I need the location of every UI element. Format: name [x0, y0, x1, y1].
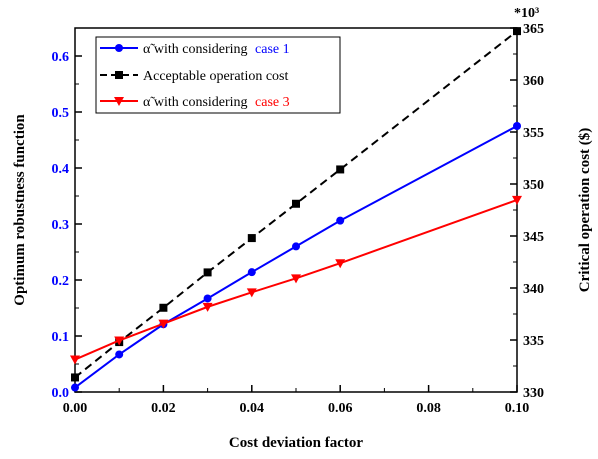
y-right-tick-label: 335	[523, 334, 544, 349]
series-2-point-0	[70, 355, 80, 365]
y-right-axis-title: Critical operation cost ($)	[577, 128, 593, 293]
series-0-point-0	[71, 383, 79, 392]
series-0-point-1	[115, 350, 124, 359]
series-0-point-3	[203, 294, 212, 303]
series-2-point-6	[335, 259, 346, 269]
legend-label-case1-prefix: α̃ with considering	[143, 42, 248, 57]
legend-label-case1-case: case 1	[255, 42, 290, 57]
series-0-point-7	[513, 122, 521, 130]
y-left-tick-label: 0.2	[52, 274, 70, 289]
legend-item-acceptable-cost: Acceptable operation cost	[100, 69, 288, 84]
y-left-tick-label: 0.5	[52, 106, 70, 121]
series-1-point-6	[336, 165, 345, 174]
right-axis-multiplier: *10³	[514, 6, 539, 21]
series-line-2	[74, 198, 518, 361]
y-left-tick-label: 0.3	[52, 218, 70, 233]
x-tick-label: 0.02	[151, 401, 176, 416]
x-tick-label: 0.00	[63, 401, 88, 416]
x-tick-label: 0.10	[505, 401, 530, 416]
y-right-tick-label: 355	[523, 126, 544, 141]
legend-label-case3-case: case 3	[255, 95, 290, 110]
series-1-point-4	[247, 234, 256, 243]
series-2-point-1	[114, 336, 125, 346]
series-layer	[70, 27, 522, 392]
y-left-tick-label: 0.6	[52, 50, 70, 65]
legend-marker-case1	[115, 44, 123, 52]
ticks: 0.00 0.02 0.04 0.06 0.08 0.10 0.0 0.1 0.2 0.3 0.4 0…	[52, 22, 545, 416]
series-1-point-5	[292, 199, 300, 208]
legend-marker-acceptable-cost	[115, 71, 123, 79]
legend-item-case1: α̃ with considering case 1	[100, 42, 290, 57]
legend-label-case3-prefix: α̃ with considering	[143, 95, 248, 110]
y-left-axis-title: Optimum robustness function	[12, 114, 28, 306]
x-tick-label: 0.06	[328, 401, 353, 416]
legend-label-acceptable-cost: Acceptable operation cost	[143, 69, 288, 84]
legend: α̃ with considering case 1 Acceptable op…	[95, 36, 341, 114]
legend-label-case3: α̃ with considering case 3	[143, 95, 290, 110]
x-tick-label: 0.08	[416, 401, 441, 416]
x-tick-label: 0.04	[240, 401, 265, 416]
series-1-point-7	[513, 27, 521, 36]
y-right-tick-label: 360	[523, 74, 544, 89]
y-left-tick-label: 0.4	[52, 162, 70, 177]
y-right-tick-label: 345	[523, 230, 544, 245]
series-1-point-0	[71, 373, 79, 382]
y-right-tick-label: 350	[523, 178, 544, 193]
series-0-point-6	[336, 216, 345, 225]
series-line-1	[74, 30, 518, 379]
legend-marker-case3	[114, 97, 124, 106]
y-right-tick-label: 330	[523, 386, 544, 401]
series-2-point-5	[291, 274, 301, 284]
series-2-point-4	[246, 288, 257, 298]
y-left-tick-label: 0.0	[52, 386, 70, 401]
series-2-point-2	[158, 319, 169, 329]
series-0-point-4	[247, 268, 256, 277]
y-left-tick-label: 0.1	[52, 330, 70, 345]
series-0-point-5	[292, 242, 300, 251]
y-right-tick-label: 365	[523, 22, 544, 37]
series-1-point-3	[203, 268, 212, 277]
x-axis-title: Cost deviation factor	[229, 435, 363, 451]
series-2-point-3	[202, 302, 213, 312]
legend-item-case3: α̃ with considering case 3	[100, 95, 290, 110]
series-line-0	[74, 125, 518, 389]
series-2-point-7	[512, 195, 522, 205]
y-right-tick-label: 340	[523, 282, 544, 297]
legend-label-case1: α̃ with considering case 1	[143, 42, 290, 57]
series-1-point-2	[159, 303, 168, 312]
